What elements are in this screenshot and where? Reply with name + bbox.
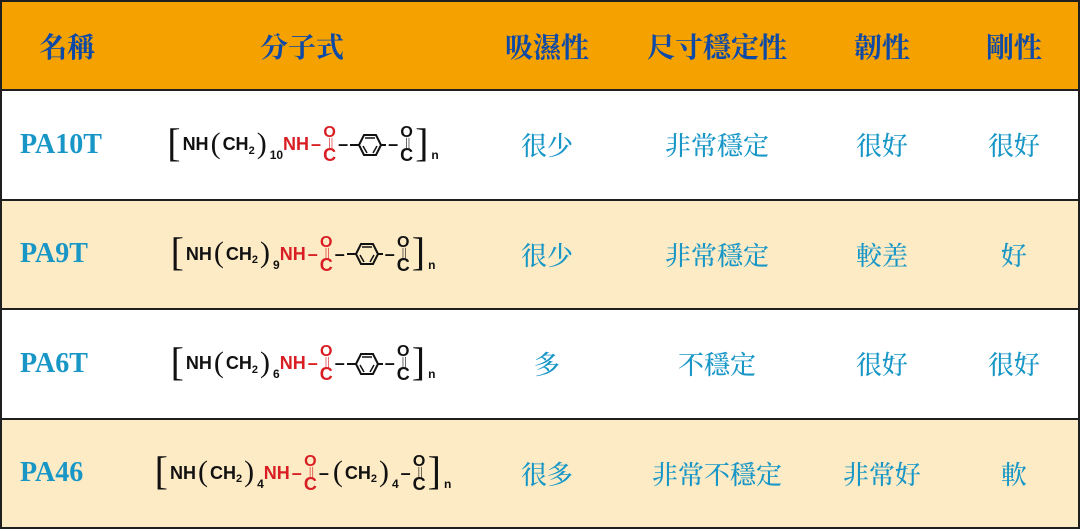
row-name: PA9T — [2, 238, 132, 270]
benzene-ring-icon — [347, 239, 383, 269]
carbonyl-icon: O││C — [397, 235, 410, 274]
row-dimstab: 不穩定 — [622, 345, 812, 382]
carbonyl-icon: O││C — [413, 454, 426, 493]
col-header-formula: 分子式 — [132, 26, 472, 66]
row-dimstab: 非常穩定 — [622, 126, 812, 163]
row-dimstab: 非常不穩定 — [622, 455, 812, 492]
row-absorb: 很少 — [472, 126, 622, 163]
molecular-formula: [ NH ( CH2 ) 10 NH– O││C – — [165, 125, 439, 164]
row-tough: 很好 — [812, 126, 952, 163]
row-formula: [ NH ( CH2 ) 9 NH– O││C – — [132, 235, 472, 274]
row-dimstab: 非常穩定 — [622, 236, 812, 273]
carbonyl-icon: O││C — [320, 344, 333, 383]
table-row: PA46 [ NH ( CH2 ) 4 NH– O││C – ( CH2 ) 4… — [2, 420, 1078, 528]
col-header-rigid: 剛性 — [952, 26, 1076, 66]
row-rigid: 好 — [952, 236, 1076, 273]
table-row: PA6T [ NH ( CH2 ) 6 NH– O││C – — [2, 310, 1078, 420]
row-formula: [ NH ( CH2 ) 4 NH– O││C – ( CH2 ) 4 – O│… — [132, 454, 472, 493]
row-rigid: 很好 — [952, 345, 1076, 382]
row-tough: 非常好 — [812, 455, 952, 492]
table-row: PA10T [ NH ( CH2 ) 10 NH– O││C – — [2, 91, 1078, 201]
polyamide-comparison-table: 名稱 分子式 吸濕性 尺寸穩定性 韌性 剛性 PA10T [ NH ( CH2 … — [0, 0, 1080, 529]
col-header-dimstab: 尺寸穩定性 — [622, 26, 812, 66]
carbonyl-icon: O││C — [400, 125, 413, 164]
carbonyl-icon: O││C — [304, 454, 317, 493]
benzene-ring-icon — [347, 349, 383, 379]
row-formula: [ NH ( CH2 ) 6 NH– O││C – — [132, 344, 472, 383]
row-absorb: 很少 — [472, 236, 622, 273]
carbonyl-icon: O││C — [397, 344, 410, 383]
row-rigid: 軟 — [952, 455, 1076, 492]
col-header-name: 名稱 — [2, 26, 132, 66]
molecular-formula: [ NH ( CH2 ) 6 NH– O││C – — [169, 344, 436, 383]
molecular-formula: [ NH ( CH2 ) 9 NH– O││C – — [169, 235, 436, 274]
table-header-row: 名稱 分子式 吸濕性 尺寸穩定性 韌性 剛性 — [2, 2, 1078, 91]
col-header-tough: 韌性 — [812, 26, 952, 66]
col-header-absorb: 吸濕性 — [472, 26, 622, 66]
row-formula: [ NH ( CH2 ) 10 NH– O││C – — [132, 125, 472, 164]
row-absorb: 多 — [472, 345, 622, 382]
row-name: PA46 — [2, 457, 132, 489]
row-tough: 較差 — [812, 236, 952, 273]
row-tough: 很好 — [812, 345, 952, 382]
row-name: PA6T — [2, 348, 132, 380]
row-name: PA10T — [2, 129, 132, 161]
row-absorb: 很多 — [472, 455, 622, 492]
carbonyl-icon: O││C — [323, 125, 336, 164]
benzene-ring-icon — [350, 130, 386, 160]
carbonyl-icon: O││C — [320, 235, 333, 274]
row-rigid: 很好 — [952, 126, 1076, 163]
table-row: PA9T [ NH ( CH2 ) 9 NH– O││C – — [2, 201, 1078, 311]
molecular-formula: [ NH ( CH2 ) 4 NH– O││C – ( CH2 ) 4 – O│… — [153, 454, 452, 493]
